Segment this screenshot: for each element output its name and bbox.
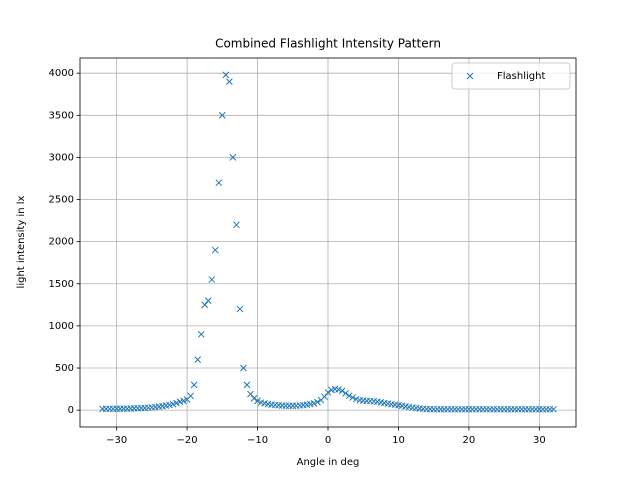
y-axis-label: light intensity in lx (16, 195, 27, 288)
marker (218, 111, 226, 119)
marker (233, 221, 240, 229)
y-tick-label: 2000 (49, 237, 74, 248)
y-tick-label: 3500 (49, 110, 74, 121)
marker (254, 397, 261, 405)
marker (194, 356, 202, 363)
x-tick-label: −30 (106, 435, 127, 446)
x-tick-label: 20 (463, 435, 476, 446)
marker (310, 400, 318, 407)
marker (173, 399, 180, 407)
marker (550, 405, 557, 413)
y-tick-label: 2500 (49, 195, 74, 206)
x-tick-label: 30 (533, 435, 546, 446)
y-tick-label: 1500 (49, 279, 74, 290)
marker (314, 398, 321, 406)
x-tick-label: −20 (177, 435, 198, 446)
legend-box (451, 62, 571, 90)
marker (349, 394, 357, 401)
x-axis-label: Angle in deg (297, 457, 360, 468)
x-tick-label: 10 (392, 435, 405, 446)
marker (187, 392, 194, 400)
marker (335, 386, 342, 393)
marker (208, 276, 216, 283)
legend-marker (466, 72, 474, 80)
y-tick-label: 4000 (49, 68, 74, 79)
y-tick-label: 500 (55, 363, 74, 374)
marker (215, 179, 223, 187)
marker (222, 71, 230, 79)
y-tick-label: 3000 (49, 152, 74, 163)
marker (211, 246, 219, 254)
marker (226, 78, 233, 85)
marker (236, 305, 244, 313)
x-tick-label: −10 (247, 435, 268, 446)
legend: Flashlight (451, 62, 571, 90)
marker (197, 330, 205, 338)
marker (180, 397, 187, 405)
marker (190, 381, 198, 389)
x-tick-label: 0 (325, 435, 331, 446)
y-tick-label: 1000 (49, 321, 74, 332)
marker (342, 389, 349, 397)
marker (345, 392, 353, 400)
y-tick-label: 0 (68, 405, 74, 416)
marker (240, 364, 247, 372)
marker (324, 389, 332, 396)
marker (229, 154, 237, 161)
marker (338, 387, 346, 395)
marker (204, 297, 212, 304)
plot-frame (79, 57, 577, 428)
marker (250, 395, 258, 402)
legend-label: Flashlight (497, 71, 545, 82)
marker (243, 381, 251, 389)
chart-title: Combined Flashlight Intensity Pattern (215, 37, 441, 51)
